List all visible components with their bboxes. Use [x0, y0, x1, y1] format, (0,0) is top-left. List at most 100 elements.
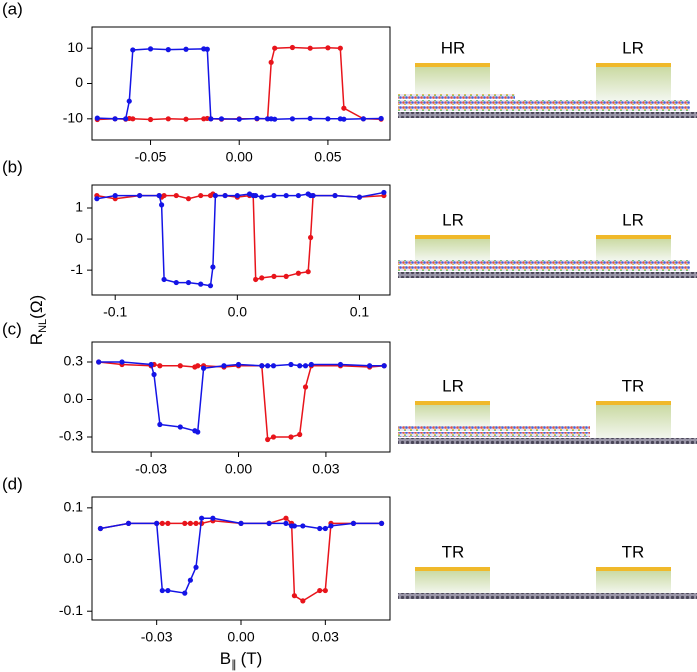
x-label-sub: ∥ — [231, 659, 237, 671]
state-label: LR — [622, 210, 644, 229]
data-point — [283, 520, 289, 526]
graphene-layer — [398, 94, 515, 99]
x-tick-label: 0.03 — [312, 629, 339, 645]
x-tick-label: -0.05 — [135, 149, 167, 165]
substrate — [398, 272, 697, 278]
y-tick-label: 0 — [75, 74, 83, 90]
data-point — [259, 275, 265, 281]
graphene-layer — [398, 426, 590, 431]
data-point — [182, 590, 188, 596]
data-point — [212, 192, 218, 199]
data-point — [308, 361, 314, 368]
data-point — [254, 115, 260, 122]
graphene-layer — [398, 432, 590, 437]
panel-label: (a) — [2, 0, 23, 18]
electrode — [415, 238, 490, 260]
x-tick-label: 0.1 — [350, 304, 370, 320]
data-point — [159, 520, 165, 526]
data-point — [165, 47, 171, 53]
graphene-layer — [398, 266, 690, 271]
y-tick-label: 10 — [67, 39, 83, 55]
data-point — [112, 116, 118, 122]
data-point — [253, 192, 259, 199]
data-point — [367, 363, 373, 369]
data-point — [123, 116, 129, 122]
data-point — [381, 363, 387, 369]
electrode — [596, 238, 671, 260]
x-axis-label: B∥ (T) — [220, 649, 263, 670]
data-point — [94, 115, 100, 121]
y-label-main: R — [27, 333, 46, 345]
panel-label: (d) — [2, 474, 23, 493]
data-point — [218, 116, 225, 122]
data-point — [325, 116, 331, 122]
data-point — [378, 115, 384, 122]
y-tick-label: 0.1 — [64, 499, 84, 515]
electrode-top — [596, 401, 671, 405]
data-point — [259, 194, 265, 200]
electrode — [415, 570, 490, 593]
data-point — [291, 523, 298, 529]
electrode-top — [596, 567, 671, 571]
data-point — [177, 424, 183, 430]
substrate — [398, 438, 697, 444]
data-point — [200, 365, 207, 371]
data-point — [165, 587, 171, 594]
data-point — [97, 525, 104, 532]
y-tick-label: -10 — [63, 110, 83, 126]
data-point — [305, 269, 311, 275]
data-point — [222, 192, 228, 199]
data-point — [236, 116, 242, 122]
x-tick-label: -0.03 — [141, 629, 173, 645]
data-point — [183, 116, 189, 122]
series-line — [96, 193, 384, 281]
data-point — [283, 192, 289, 199]
data-point — [173, 192, 179, 199]
substrate — [398, 593, 697, 599]
data-point — [177, 363, 183, 369]
data-point — [295, 270, 302, 276]
data-point — [112, 192, 118, 199]
data-point — [302, 363, 309, 369]
data-point — [185, 279, 192, 286]
data-point — [341, 105, 347, 111]
data-point — [271, 273, 277, 279]
series-line — [100, 517, 382, 602]
data-point — [187, 577, 193, 583]
data-point — [234, 192, 240, 199]
data-point — [183, 46, 189, 52]
state-label: TR — [622, 542, 645, 561]
panel-label: (b) — [2, 157, 23, 176]
electrode — [415, 404, 490, 426]
data-point — [289, 116, 296, 122]
x-tick-label: 0.00 — [225, 461, 252, 477]
data-point — [94, 196, 100, 202]
data-point — [253, 276, 259, 283]
data-point — [185, 196, 192, 202]
data-point — [322, 525, 328, 532]
plot-frame — [91, 496, 391, 621]
data-point — [130, 47, 136, 53]
electrode — [596, 66, 671, 100]
data-point — [288, 434, 294, 440]
data-point — [208, 116, 214, 122]
y-tick-label: 0.0 — [64, 550, 84, 566]
data-point — [165, 520, 171, 526]
data-point — [173, 279, 179, 286]
data-point — [291, 593, 298, 599]
state-label: TR — [442, 542, 465, 561]
data-point — [265, 363, 271, 369]
x-tick-label: 0.05 — [314, 149, 341, 165]
series-line — [97, 46, 382, 121]
svg-text:RNL(Ω): RNL(Ω) — [27, 295, 48, 345]
data-point — [350, 520, 357, 526]
data-point — [157, 363, 163, 369]
data-point — [270, 363, 277, 369]
data-point — [297, 431, 303, 438]
data-point — [328, 523, 334, 529]
data-point — [193, 564, 199, 570]
x-tick-label: 0.03 — [312, 461, 339, 477]
graphene-layer — [515, 100, 690, 105]
state-label: LR — [622, 38, 644, 57]
